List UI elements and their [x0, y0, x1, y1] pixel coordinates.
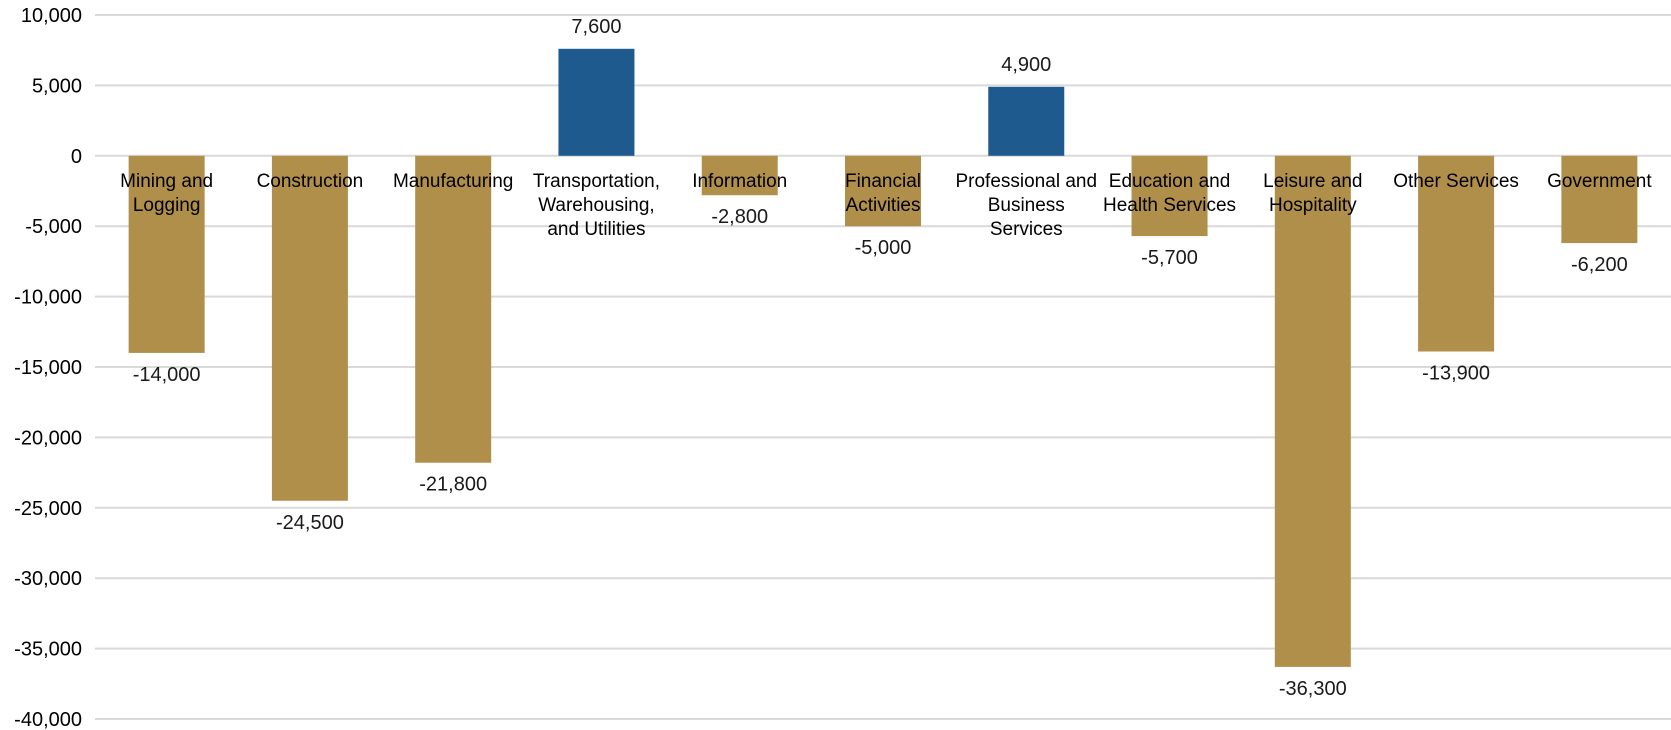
category-label: Transportation, Warehousing, and Utilities: [533, 171, 660, 240]
category-label: Information: [692, 171, 787, 192]
bar: [128, 155, 205, 353]
y-tick-label: -10,000: [14, 287, 82, 309]
bars: [128, 48, 1638, 667]
category-label: Financial Activities: [845, 171, 921, 216]
data-label: -5,700: [1141, 247, 1198, 269]
bar: [1561, 155, 1638, 244]
bar: [271, 155, 348, 501]
category-label: Mining and Logging: [120, 171, 213, 216]
bar: [1274, 155, 1351, 667]
y-tick-label: -30,000: [14, 568, 82, 590]
data-label: -6,200: [1571, 254, 1628, 276]
category-label: Construction: [257, 171, 364, 192]
category-label: Other Services: [1393, 171, 1519, 192]
y-axis-ticks: 10,000 5,000 0 -5,000 -10,000 -15,000 -20,000 -…: [14, 5, 82, 730]
bar: [988, 86, 1065, 156]
bar: [845, 155, 921, 227]
y-tick-label: -5,000: [25, 216, 82, 238]
bar: [1131, 155, 1208, 237]
category-label: Manufacturing: [393, 171, 513, 192]
y-tick-label: -25,000: [14, 498, 82, 520]
y-tick-label: -20,000: [14, 427, 82, 449]
category-label: Leisure and Hospitality: [1263, 171, 1362, 216]
y-tick-label: 10,000: [21, 5, 82, 27]
data-label: -5,000: [855, 237, 912, 259]
data-label: -2,800: [711, 206, 768, 228]
bar: [701, 155, 778, 196]
category-label: Professional and Business Services: [955, 171, 1097, 240]
data-label: -13,900: [1422, 363, 1490, 385]
data-label: 7,600: [571, 16, 621, 38]
data-labels: -14,000 -24,500 -21,800 7,600 -2,800 -5,000 4,…: [133, 16, 1628, 700]
data-label: -36,300: [1279, 678, 1347, 700]
y-tick-label: -35,000: [14, 639, 82, 661]
gridlines: [95, 14, 1671, 720]
y-tick-label: -40,000: [14, 709, 82, 730]
data-label: 4,900: [1001, 54, 1051, 76]
y-tick-label: -15,000: [14, 357, 82, 379]
category-label: Education and Health Services: [1103, 171, 1236, 216]
data-label: -14,000: [133, 364, 201, 386]
category-label: Government: [1547, 171, 1652, 192]
y-tick-label: 0: [71, 146, 82, 168]
data-label: -21,800: [419, 474, 487, 496]
category-labels: Mining and Logging Construction Manufacturi…: [120, 171, 1652, 240]
bar: [415, 155, 492, 463]
data-label: -24,500: [276, 512, 344, 534]
bar: [1418, 155, 1495, 352]
y-tick-label: 5,000: [32, 75, 82, 97]
bar: [558, 48, 635, 156]
